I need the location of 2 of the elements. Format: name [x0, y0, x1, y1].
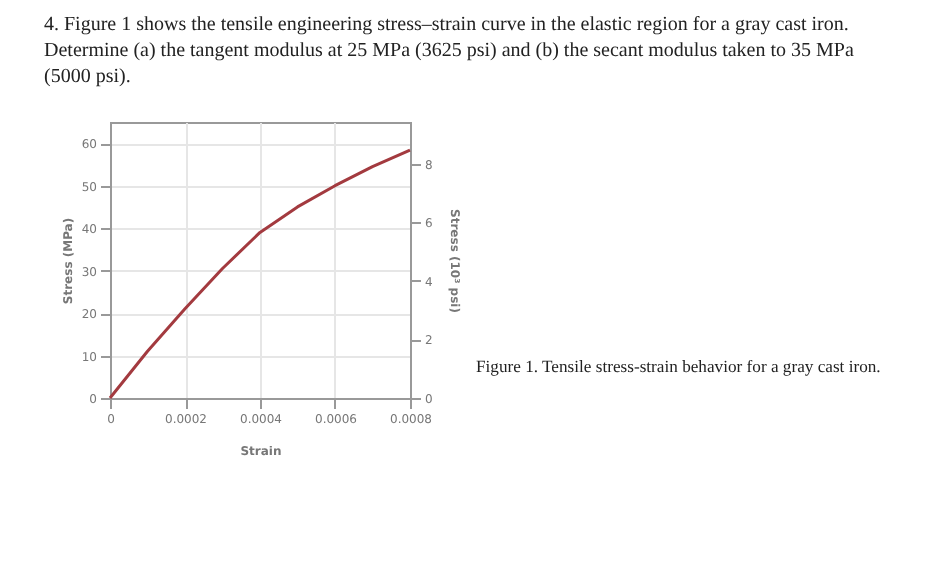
- chart-title: 4. Figure 1 shows the tensile engineering stress–strain curve in the elastic region for a gray cast iron. Determine (a) the tangent modulus at 25 MPa (3625 psi) and (b) the secant modulus taken to 35 MPa (5000 psi).: [44, 12, 856, 90]
- caption: Figure 1. Tensile stress-strain behavior for a gray cast iron.: [476, 356, 883, 376]
